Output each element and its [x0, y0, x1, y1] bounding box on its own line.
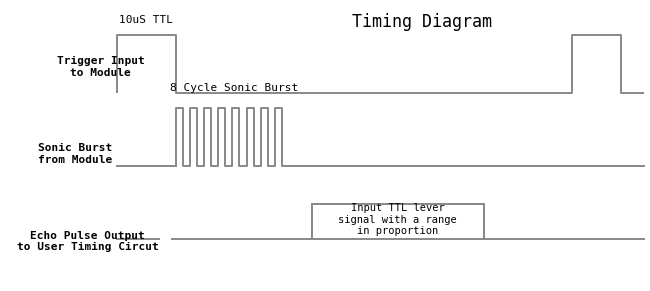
Text: 10uS TTL: 10uS TTL: [119, 15, 174, 25]
Text: 8 Cycle Sonic Burst: 8 Cycle Sonic Burst: [170, 83, 298, 93]
Text: Echo Pulse Output
to User Timing Circut: Echo Pulse Output to User Timing Circut: [17, 231, 159, 252]
Text: Input TTL lever
signal with a range
in proportion: Input TTL lever signal with a range in p…: [339, 203, 457, 236]
FancyBboxPatch shape: [312, 204, 484, 239]
Text: Sonic Burst
from Module: Sonic Burst from Module: [38, 143, 112, 165]
Text: Timing Diagram: Timing Diagram: [352, 13, 493, 31]
Text: Trigger Input
to Module: Trigger Input to Module: [57, 56, 144, 78]
